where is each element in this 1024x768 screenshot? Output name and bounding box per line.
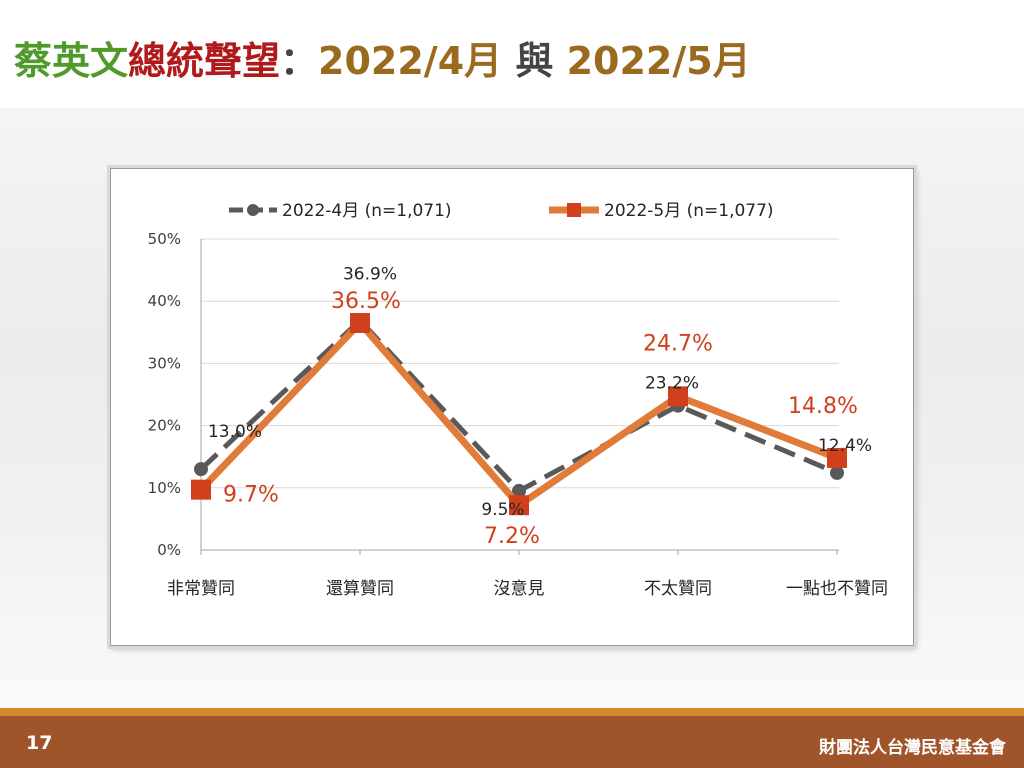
- title-name: 蔡英文: [14, 39, 129, 83]
- point-2022-may: [509, 495, 529, 516]
- title-topic: 總統聲望: [128, 39, 281, 83]
- legend-swatch-marker-2022-april: [247, 204, 259, 216]
- title-colon: ：: [280, 39, 319, 83]
- series-line-2022-may: [198, 319, 839, 509]
- data-label-2022-april: 12.4%: [818, 436, 872, 456]
- point-2022-april: [194, 462, 208, 477]
- x-tick-label: 沒意見: [494, 579, 545, 599]
- organization-name: 財團法人台灣民意基金會: [819, 738, 1006, 758]
- y-tick-label: 0%: [157, 541, 181, 559]
- data-label-2022-may: 24.7%: [643, 331, 713, 356]
- data-label-2022-may: 14.8%: [788, 394, 858, 419]
- y-tick-label: 50%: [148, 230, 181, 248]
- point-2022-april: [512, 483, 526, 498]
- footer-accent-line: [0, 708, 1024, 716]
- page-number: 17: [26, 732, 53, 754]
- point-2022-april: [830, 465, 844, 480]
- y-tick-label: 30%: [148, 354, 181, 372]
- data-label-2022-april: 23.2%: [645, 374, 699, 394]
- point-2022-may: [191, 479, 211, 500]
- data-label-2022-may: 9.7%: [223, 483, 279, 508]
- line-chart: 0% 10% 20% 30% 40% 50% 非常贊同 還算贊同 沒意見 不太贊同 一點也不贊同 13…: [148, 201, 888, 599]
- y-tick-label: 10%: [148, 479, 181, 497]
- x-tick-label: 還算贊同: [326, 579, 394, 599]
- data-label-2022-april: 36.9%: [343, 264, 397, 284]
- x-tick-label: 一點也不贊同: [786, 579, 888, 599]
- point-2022-may: [668, 386, 688, 407]
- point-2022-may: [350, 312, 370, 333]
- data-label-2022-april: 13.0%: [208, 422, 262, 442]
- legend-swatch-marker-2022-may: [567, 203, 581, 217]
- y-tick-label: 40%: [148, 292, 181, 310]
- x-tick-label: 不太贊同: [644, 579, 712, 599]
- title-conjunction: 與: [502, 39, 567, 83]
- data-label-2022-april: 9.5%: [481, 500, 524, 520]
- footer-bar: [0, 716, 1024, 768]
- x-tick-label: 非常贊同: [167, 579, 235, 599]
- point-2022-may: [827, 447, 847, 468]
- series-line-2022-april: [199, 317, 838, 494]
- legend-label-2022-may: 2022-5月 (n=1,077): [604, 201, 774, 221]
- legend-label-2022-april: 2022-4月 (n=1,071): [282, 201, 452, 221]
- data-label-2022-may: 36.5%: [331, 289, 401, 314]
- y-tick-label: 20%: [148, 417, 181, 435]
- title-period-2: 2022/5月: [566, 39, 751, 83]
- chart-frame: 0% 10% 20% 30% 40% 50% 非常贊同 還算贊同 沒意見 不太贊同 一點也不贊同 13…: [110, 168, 914, 646]
- slide-title: 蔡英文總統聲望：2022/4月 與 2022/5月: [14, 30, 751, 90]
- title-period-1: 2022/4月: [318, 39, 503, 83]
- data-label-2022-may: 7.2%: [484, 524, 540, 549]
